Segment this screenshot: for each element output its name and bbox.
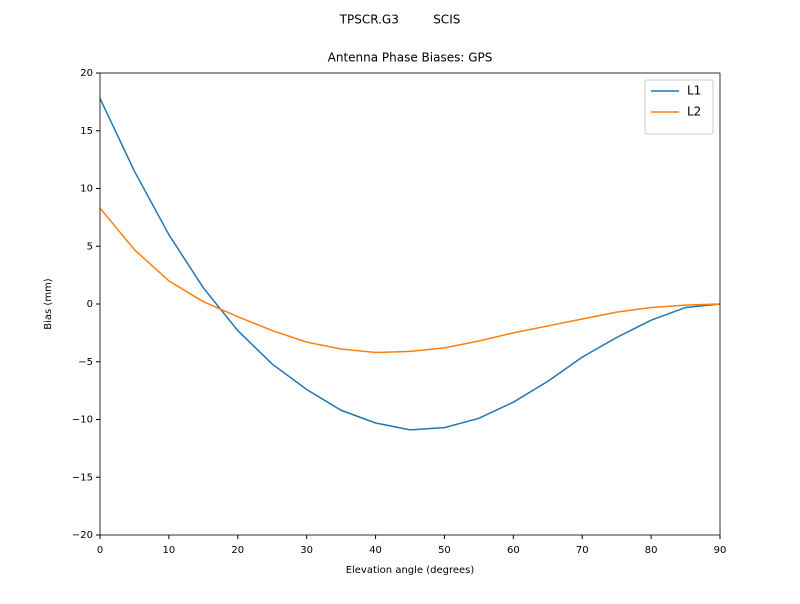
- y-tick-label: 5: [87, 241, 93, 252]
- y-axis-label: Bias (mm): [43, 278, 54, 330]
- y-tick-label: 0: [87, 299, 93, 310]
- y-tick-label: −15: [72, 472, 93, 483]
- x-tick-label: 50: [438, 545, 451, 556]
- x-axis-label: Elevation angle (degrees): [346, 565, 475, 576]
- y-tick-label: −20: [72, 530, 93, 541]
- line-series: [99, 207, 721, 354]
- y-tick-label: −5: [78, 357, 93, 368]
- plot-frame: [99, 72, 721, 536]
- legend-label: L1: [687, 84, 701, 98]
- x-tick-label: 90: [714, 545, 727, 556]
- chart-title: Antenna Phase Biases: GPS: [328, 51, 493, 65]
- x-tick-label: 80: [645, 545, 658, 556]
- y-tick-label: 15: [80, 126, 93, 137]
- y-tick-label: 10: [80, 184, 93, 195]
- legend-box: [644, 79, 714, 135]
- x-tick-label: 30: [300, 545, 313, 556]
- y-tick-label: 20: [80, 68, 93, 79]
- x-tick-label: 10: [163, 545, 176, 556]
- x-tick-label: 0: [97, 545, 103, 556]
- line-series: [99, 98, 721, 431]
- x-tick-label: 20: [231, 545, 244, 556]
- legend-label: L2: [687, 105, 701, 119]
- x-tick-label: 40: [369, 545, 382, 556]
- x-tick-label: 70: [576, 545, 589, 556]
- suptitle: TPSCR.G3 SCIS: [339, 13, 461, 27]
- y-tick-label: −10: [72, 415, 93, 426]
- x-tick-label: 60: [507, 545, 520, 556]
